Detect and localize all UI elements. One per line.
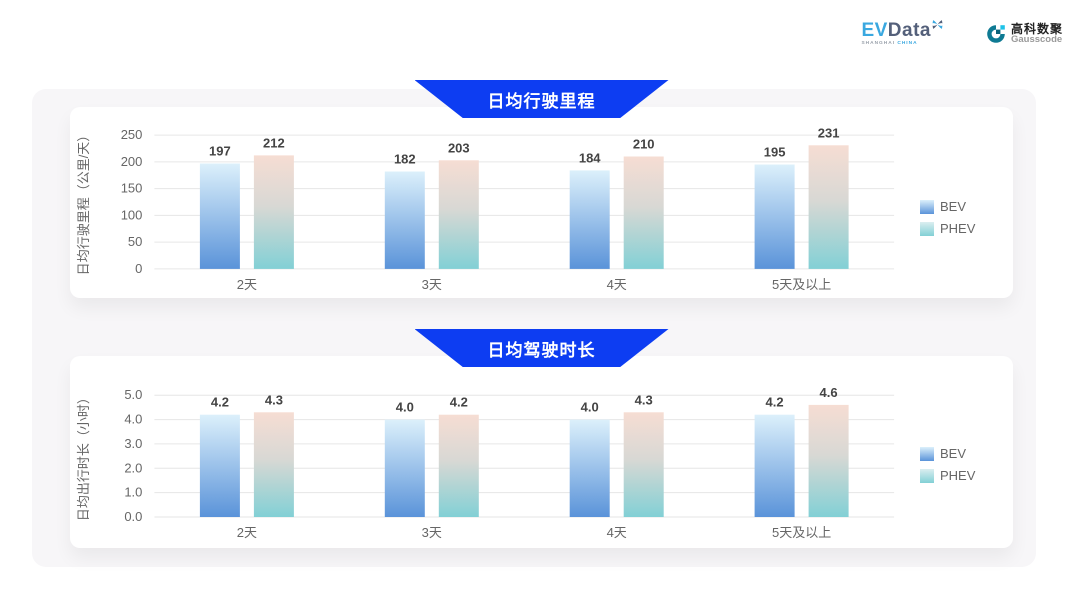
svg-text:4.3: 4.3 bbox=[635, 392, 653, 407]
svg-text:212: 212 bbox=[263, 135, 285, 150]
svg-text:4.2: 4.2 bbox=[450, 395, 468, 410]
svg-text:3天: 3天 bbox=[422, 277, 442, 292]
svg-text:4.0: 4.0 bbox=[396, 400, 414, 415]
svg-text:0.0: 0.0 bbox=[124, 509, 142, 524]
svg-text:100: 100 bbox=[121, 207, 143, 222]
svg-text:3天: 3天 bbox=[422, 525, 442, 540]
svg-text:4.2: 4.2 bbox=[766, 395, 784, 410]
svg-text:3.0: 3.0 bbox=[124, 436, 142, 451]
svg-text:182: 182 bbox=[394, 152, 416, 167]
svg-text:4.6: 4.6 bbox=[820, 385, 838, 400]
svg-text:50: 50 bbox=[128, 234, 142, 249]
svg-text:4.0: 4.0 bbox=[124, 412, 142, 427]
svg-text:200: 200 bbox=[121, 154, 143, 169]
svg-text:4.3: 4.3 bbox=[265, 392, 283, 407]
svg-text:2天: 2天 bbox=[237, 525, 257, 540]
svg-text:250: 250 bbox=[121, 127, 143, 142]
svg-text:195: 195 bbox=[764, 145, 786, 160]
svg-text:4天: 4天 bbox=[607, 277, 627, 292]
svg-text:日均出行时长（小时）: 日均出行时长（小时） bbox=[76, 391, 91, 521]
svg-text:1.0: 1.0 bbox=[124, 485, 142, 500]
svg-text:PHEV: PHEV bbox=[940, 221, 976, 236]
svg-text:日均行驶里程（公里/天）: 日均行驶里程（公里/天） bbox=[76, 129, 91, 276]
svg-text:5.0: 5.0 bbox=[124, 387, 142, 402]
svg-text:0: 0 bbox=[135, 261, 142, 276]
svg-text:2天: 2天 bbox=[237, 277, 257, 292]
svg-text:210: 210 bbox=[633, 137, 655, 152]
svg-text:184: 184 bbox=[579, 150, 601, 165]
svg-text:150: 150 bbox=[121, 181, 143, 196]
svg-text:4.0: 4.0 bbox=[581, 400, 599, 415]
svg-text:4.2: 4.2 bbox=[211, 395, 229, 410]
svg-text:BEV: BEV bbox=[940, 446, 966, 461]
svg-text:PHEV: PHEV bbox=[940, 468, 976, 483]
svg-text:5天及以上: 5天及以上 bbox=[772, 277, 831, 292]
svg-text:231: 231 bbox=[818, 125, 840, 140]
svg-text:197: 197 bbox=[209, 144, 231, 159]
svg-text:203: 203 bbox=[448, 140, 470, 155]
svg-text:2.0: 2.0 bbox=[124, 460, 142, 475]
svg-text:BEV: BEV bbox=[940, 199, 966, 214]
svg-text:5天及以上: 5天及以上 bbox=[772, 525, 831, 540]
svg-text:4天: 4天 bbox=[607, 525, 627, 540]
